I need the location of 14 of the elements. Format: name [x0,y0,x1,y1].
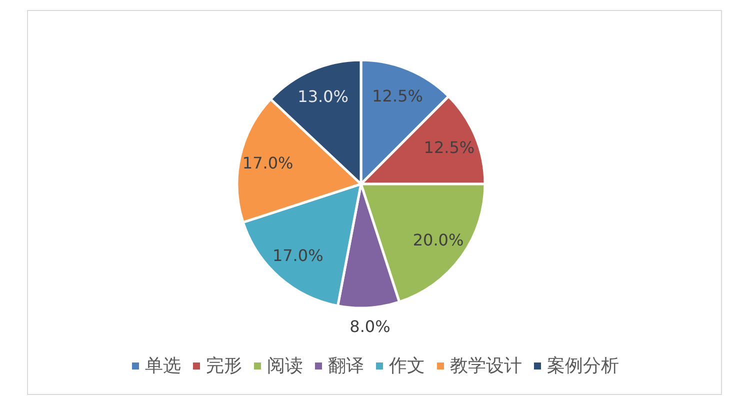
legend-label: 作文 [388,356,425,376]
legend-label: 阅读 [267,356,303,376]
legend-label: 完形 [206,356,242,376]
legend-label: 案例分析 [547,356,619,376]
data-label: 17.0% [242,154,294,173]
legend-label: 翻译 [328,356,364,376]
data-label: 12.5% [424,138,475,157]
legend-label: 单选 [145,356,181,376]
legend-label: 教学设计 [450,356,522,376]
data-label: 8.0% [350,317,390,336]
data-label: 20.0% [412,230,464,250]
data-label: 12.5% [372,86,423,106]
data-label: 13.0% [298,86,348,106]
data-label: 17.0% [272,246,324,266]
